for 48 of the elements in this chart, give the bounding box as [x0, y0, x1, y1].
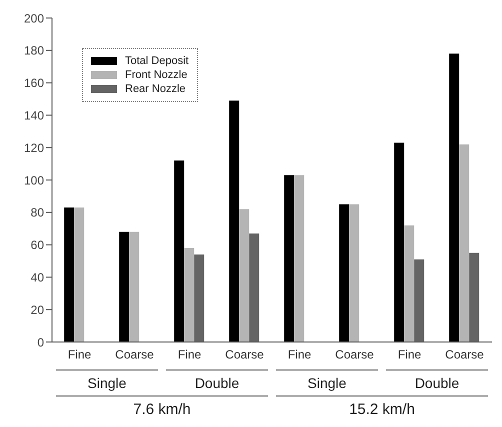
bar — [119, 232, 130, 342]
legend-label: Rear Nozzle — [125, 83, 186, 95]
y-tick-label: 120 — [24, 140, 44, 155]
y-tick-label: 80 — [30, 206, 44, 220]
text: Double — [414, 375, 460, 391]
text: 7.6 km/h — [133, 401, 191, 418]
y-tick-label: 140 — [24, 108, 44, 122]
y-tick-label: 100 — [24, 173, 44, 188]
bar — [184, 248, 194, 342]
bar — [414, 259, 424, 342]
bar — [229, 100, 240, 342]
text: Single — [308, 375, 347, 391]
y-tick-label: 200 — [24, 11, 44, 26]
bar — [64, 208, 74, 342]
y-tick-label: 160 — [24, 76, 44, 90]
x-tick-label: Coarse — [115, 348, 154, 362]
bar — [249, 233, 260, 342]
bar — [349, 204, 360, 342]
text: Single — [88, 375, 127, 391]
y-tick-label: 60 — [30, 238, 44, 252]
x-tick-label: Fine — [398, 348, 422, 362]
y-tick-label: 20 — [30, 302, 44, 317]
x-tick-label: Fine — [68, 348, 92, 362]
bar — [449, 54, 460, 342]
bar — [294, 175, 304, 342]
y-tick-label: 180 — [24, 44, 44, 58]
bar — [339, 204, 350, 342]
text: Double — [194, 375, 240, 391]
x-tick-label: Coarse — [335, 348, 374, 362]
bar — [404, 225, 414, 342]
y-tick-label: 0 — [37, 335, 44, 350]
bar — [394, 142, 404, 342]
bar — [459, 144, 470, 342]
y-tick-label: 40 — [30, 270, 44, 284]
bar — [129, 232, 140, 342]
legend-label: Total Deposit — [125, 55, 189, 67]
x-tick-label: Coarse — [225, 348, 264, 362]
x-tick-label: Fine — [178, 348, 202, 362]
bar — [74, 208, 84, 342]
bar — [194, 254, 204, 342]
legend-label: Front Nozzle — [125, 69, 188, 81]
bar — [284, 175, 294, 342]
bar — [469, 252, 480, 342]
text: 15.2 km/h — [349, 401, 415, 418]
bar — [239, 209, 250, 342]
bar — [174, 160, 184, 342]
x-tick-label: Coarse — [445, 348, 484, 362]
x-tick-label: Fine — [288, 348, 312, 362]
